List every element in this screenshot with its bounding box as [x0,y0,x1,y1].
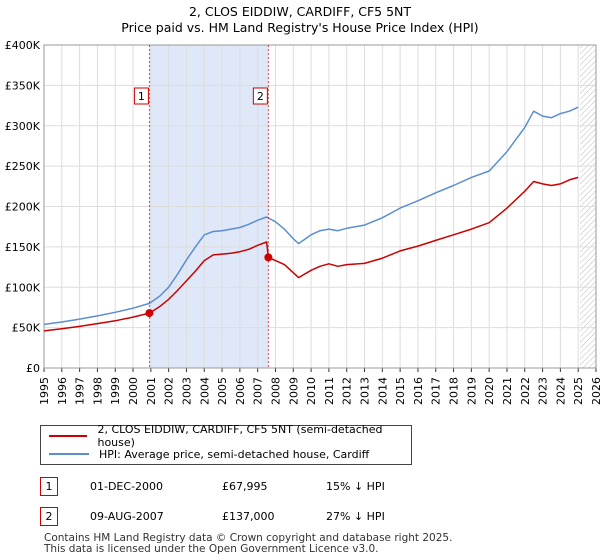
x-tick-label: 2024 [554,377,567,405]
x-tick-label: 2017 [430,377,443,405]
sale-hpi-diff: 15% ↓ HPI [326,480,385,493]
sale-row: 2 09-AUG-2007 £137,000 27% ↓ HPI [40,504,540,528]
sale-price: £67,995 [222,480,268,493]
x-tick-label: 2018 [448,377,461,405]
y-tick-label: £50K [12,322,41,335]
legend: 2, CLOS EIDDIW, CARDIFF, CF5 5NT (semi-d… [40,423,412,465]
x-tick-label: 2023 [537,377,550,405]
x-tick-label: 2002 [163,377,176,405]
plot-border [43,44,597,369]
sale-hpi-diff: 27% ↓ HPI [326,510,385,523]
x-tick-label: 2004 [198,377,211,405]
x-tick-label: 2016 [412,377,425,405]
x-tick-label: 2007 [252,377,265,405]
y-tick-label: £0 [26,362,40,375]
footer: Contains HM Land Registry data © Crown c… [44,533,452,555]
x-tick-label: 2005 [216,377,229,405]
x-tick-label: 2015 [394,377,407,405]
x-tick-label: 2011 [323,377,336,405]
chart-title: 2, CLOS EIDDIW, CARDIFF, CF5 5NT [188,4,412,19]
sale-price: £137,000 [222,510,275,523]
x-tick-label: 2006 [234,377,247,405]
y-tick-label: £400K [5,39,41,52]
x-tick-label: 2013 [359,377,372,405]
x-tick-label: 1999 [109,377,122,405]
x-tick-label: 2010 [305,377,318,405]
x-tick-label: 2020 [483,377,496,405]
sale-badge: 1 [40,477,58,496]
legend-hpi-swatch [49,453,89,455]
sale-row: 1 01-DEC-2000 £67,995 15% ↓ HPI [40,474,540,498]
legend-item-hpi: HPI: Average price, semi-detached house,… [49,446,369,462]
sale-point [264,253,273,262]
x-tick-label: 2019 [465,377,478,405]
x-tick-label: 1995 [38,377,51,405]
x-tick-label: 2026 [590,377,600,405]
x-tick-label: 1996 [56,377,69,405]
price-chart: £0 £50K £100K £150K £200K £250K £300K £350K £400… [5,39,600,405]
sale-label-number: 2 [257,90,264,103]
y-tick-label: £200K [5,201,41,214]
legend-price-label: 2, CLOS EIDDIW, CARDIFF, CF5 5NT (semi-d… [97,423,383,449]
y-tick-label: £150K [5,241,41,254]
x-tick-label: 1998 [91,377,104,405]
legend-item-price: 2, CLOS EIDDIW, CARDIFF, CF5 5NT (semi-d… [49,423,411,449]
footer-licence: This data is licensed under the Open Gov… [44,543,379,555]
footer-copyright: Contains HM Land Registry data © Crown c… [44,532,453,544]
y-tick-label: £300K [5,120,41,133]
y-tick-label: £100K [5,281,41,294]
x-tick-label: 2009 [287,377,300,405]
x-tick-label: 2008 [269,377,282,405]
sale-label-box [252,87,268,105]
sale-date: 01-DEC-2000 [90,480,164,493]
chart-subtitle: Price paid vs. HM Land Registry's House … [121,20,479,35]
legend-hpi-label: HPI: Average price, semi-detached house,… [99,447,370,461]
x-tick-label: 2014 [376,377,389,405]
sale-badge: 2 [40,507,58,526]
sale-label-number: 1 [138,90,145,103]
y-tick-label: £250K [5,160,41,173]
y-tick-label: £350K [5,79,41,92]
sale-label-box [133,87,149,105]
x-tick-label: 2022 [519,377,532,405]
x-tick-label: 2021 [501,377,514,405]
legend-price-swatch [49,435,88,437]
x-tick-label: 2000 [127,377,140,405]
price-paid-line [43,176,579,332]
x-tick-label: 2003 [180,377,193,405]
sale-point [145,309,154,318]
x-tick-label: 1997 [74,377,87,405]
x-tick-label: 2001 [145,377,158,405]
x-tick-label: 2025 [572,377,585,405]
x-tick-label: 2012 [341,377,354,405]
sale-date: 09-AUG-2007 [90,510,164,523]
hpi-line [43,106,579,326]
